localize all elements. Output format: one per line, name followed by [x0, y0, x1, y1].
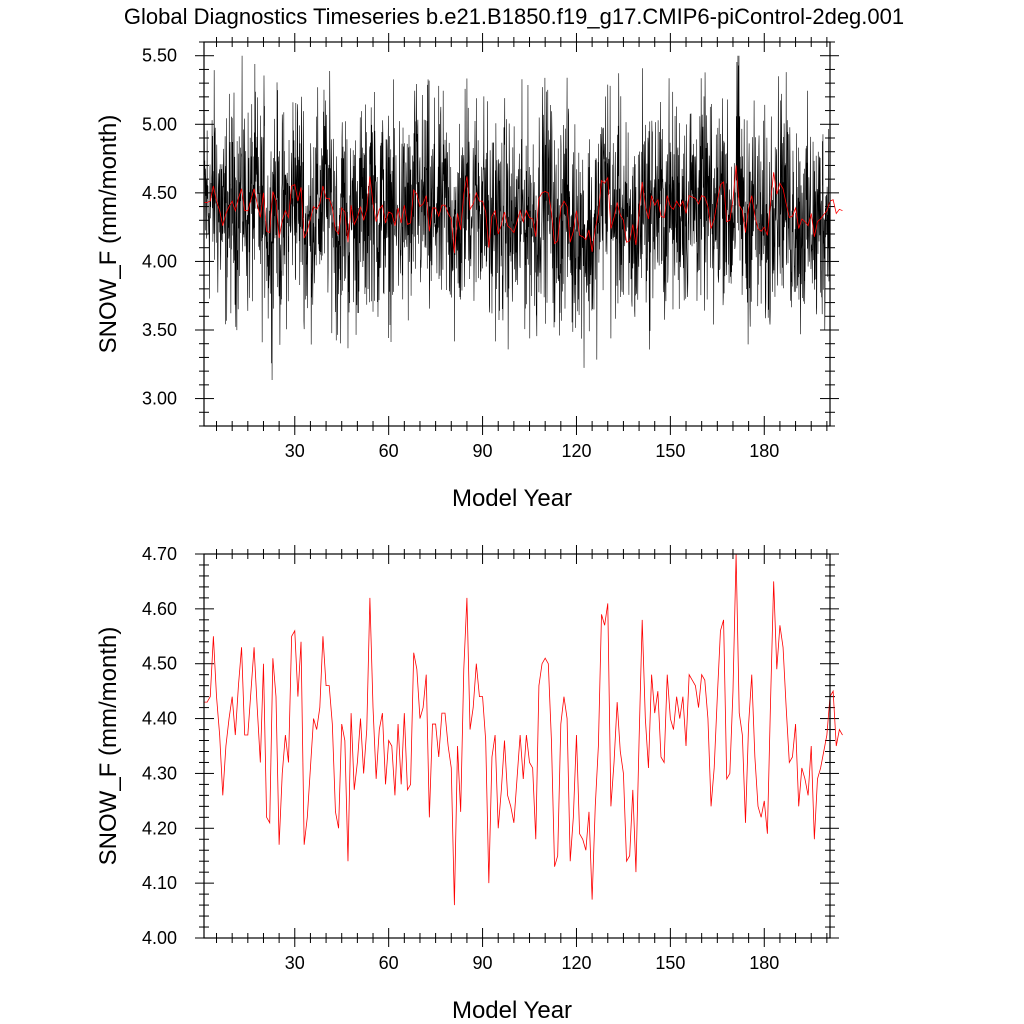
annual-plot-ytick-label: 4.30 [142, 763, 177, 783]
monthly-plot-ytick-label: 3.00 [142, 389, 177, 409]
monthly-plot-ticks: 30 60 90 120 150 180 3.00 3.50 4.00 4.50 5.00 5.50 [142, 33, 839, 461]
monthly-plot-ytick-label: 4.00 [142, 251, 177, 271]
annual-plot-xtick-label: 30 [285, 953, 305, 973]
annual-plot-ytick-label: 4.60 [142, 599, 177, 619]
annual-plot-xlabel: Model Year [452, 997, 572, 1024]
figure-title: Global Diagnostics Timeseries b.e21.B185… [124, 4, 904, 29]
annual-plot-xtick-label: 180 [749, 953, 779, 973]
monthly-plot-xtick-label: 120 [561, 441, 591, 461]
monthly-plot-frame [203, 41, 831, 427]
monthly-plot-xtick-label: 30 [285, 441, 305, 461]
annual-series-line [204, 553, 843, 906]
annual-plot-ytick-label: 4.10 [142, 873, 177, 893]
monthly-plot-ytick-label: 3.50 [142, 320, 177, 340]
monthly-plot-xlabel: Model Year [452, 485, 572, 512]
annual-plot-xtick-label: 90 [473, 953, 493, 973]
monthly-plot-xtick-label: 90 [473, 441, 493, 461]
monthly-series-line [203, 55, 831, 381]
annual-plot-ytick-label: 4.40 [142, 709, 177, 729]
annual-plot-series [204, 553, 843, 906]
annual-plot-xtick-label: 150 [655, 953, 685, 973]
monthly-plot-xtick-label: 150 [655, 441, 685, 461]
annual-plot-ticks: 30 60 90 120 150 180 4.00 4.10 4.20 4.30 4.40 4.50 4… [142, 544, 839, 973]
annual-plot-xtick-label: 60 [379, 953, 399, 973]
annual-series-line-overlay [204, 165, 843, 254]
monthly-plot-ytick-label: 5.50 [142, 46, 177, 66]
monthly-plot-xtick-label: 180 [749, 441, 779, 461]
monthly-plot-ytick-label: 4.50 [142, 183, 177, 203]
annual-plot-ylabel: SNOW_F (mm/month) [95, 627, 122, 866]
annual-plot-ytick-label: 4.50 [142, 654, 177, 674]
annual-plot-ytick-label: 4.00 [142, 928, 177, 948]
monthly-plot-xtick-label: 60 [379, 441, 399, 461]
monthly-plot-series [203, 55, 843, 381]
annual-plot-ytick-label: 4.20 [142, 818, 177, 838]
monthly-plot-ylabel: SNOW_F (mm/month) [95, 115, 122, 354]
monthly-plot: 30 60 90 120 150 1803.003.504.004.505.005.50 … [95, 33, 843, 512]
annual-plot-frame [203, 553, 831, 939]
annual-plot: 30 60 90 120 150 180 4.00 4.10 4.20 4.30 4.40 4.50 4… [95, 544, 843, 1024]
annual-plot-ytick-label: 4.70 [142, 544, 177, 564]
monthly-plot-ytick-label: 5.00 [142, 114, 177, 134]
annual-plot-xtick-label: 120 [561, 953, 591, 973]
